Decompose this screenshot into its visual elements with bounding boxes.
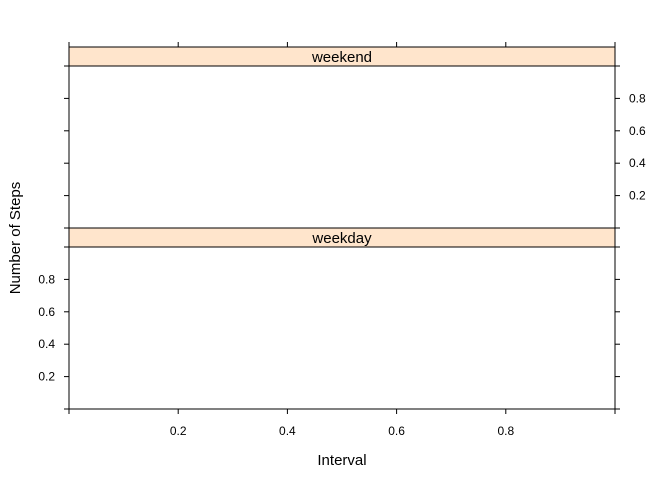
panel-box-weekday xyxy=(68,246,616,410)
x-tick-label: 0.8 xyxy=(497,424,514,438)
y-tick-label-weekday: 0.6 xyxy=(38,305,55,319)
strip-label-weekend: weekend xyxy=(311,49,372,66)
x-axis-title: Interval xyxy=(317,452,366,469)
panel-box-weekend xyxy=(68,65,616,229)
y-axis-title: Number of Steps xyxy=(7,182,24,295)
y-tick-label-weekday: 0.8 xyxy=(38,272,55,286)
y-tick-label-weekend: 0.6 xyxy=(629,124,646,138)
y-tick-label-weekday: 0.4 xyxy=(38,337,55,351)
strip-label-weekday: weekday xyxy=(311,230,372,247)
x-tick-label: 0.2 xyxy=(170,424,187,438)
panels-group: weekend 0.2 0.4 0.6 0.8 weekday 0.2 0.4 0.6 0.8 0.… xyxy=(38,42,646,438)
y-tick-label-weekday: 0.2 xyxy=(38,370,55,384)
y-tick-label-weekend: 0.2 xyxy=(629,189,646,203)
y-tick-label-weekend: 0.8 xyxy=(629,91,646,105)
x-tick-label: 0.4 xyxy=(279,424,296,438)
x-tick-label: 0.6 xyxy=(388,424,405,438)
y-tick-label-weekend: 0.4 xyxy=(629,156,646,170)
